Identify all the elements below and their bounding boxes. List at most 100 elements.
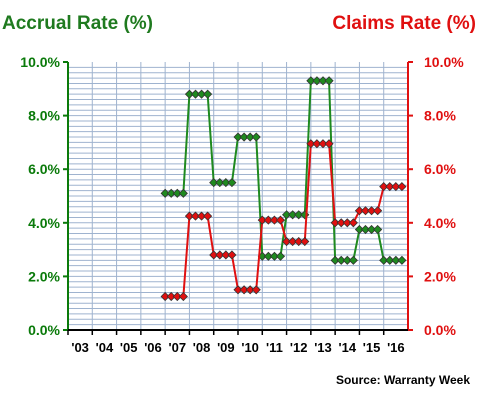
data-point-marker [391,255,401,265]
data-point-marker [342,255,352,265]
data-point-marker [397,182,407,192]
data-point-marker [190,89,201,99]
x-tick-label: '11 [266,340,283,355]
data-point-marker [215,250,225,260]
data-point-marker [197,89,207,99]
data-point-marker [306,139,316,149]
x-tick-label: '14 [339,340,357,355]
x-tick-label: '16 [387,340,405,355]
data-point-marker [227,178,237,188]
right-y-tick-label: 2.0% [424,268,456,284]
data-point-marker [227,250,237,260]
data-point-marker [367,224,377,235]
data-point-marker [269,215,279,225]
grid-lines [68,62,408,330]
data-point-marker [330,218,340,228]
data-point-marker [367,206,377,216]
data-point-marker [360,224,371,235]
right-y-tick-label: 10.0% [424,54,464,70]
data-point-marker [166,291,176,302]
data-point-marker [373,206,383,216]
left-y-tick-label: 10.0% [20,54,60,70]
data-point-marker [282,210,292,220]
data-point-marker [245,132,255,142]
data-point-marker [184,89,194,99]
x-tick-labels: '03 '04 '05 '06 '07 '08 '09 '10 '11 '12 '13 '14 '15 '… [67,330,405,355]
data-point-marker [197,211,207,221]
source-note: Source: Warranty Week [336,373,470,387]
series-layer [160,76,407,302]
data-point-marker [342,218,352,228]
x-tick-label: '10 [241,340,259,355]
data-point-marker [215,178,225,188]
data-point-marker [178,291,188,302]
x-tick-label: '09 [217,340,235,355]
data-point-marker [203,211,213,221]
data-point-marker [275,215,286,225]
left-y-tick-label: 2.0% [28,268,60,284]
data-point-marker [312,76,322,86]
data-point-marker [354,206,364,216]
data-point-marker [203,89,213,99]
x-tick-label: '15 [363,340,381,355]
right-y-tick-label: 8.0% [424,108,456,124]
right-axis-title: Claims Rate (%) [332,13,476,34]
data-point-marker [294,236,304,247]
claims-series [160,139,407,302]
x-tick-label: '05 [120,340,138,355]
data-point-marker [233,132,243,142]
data-point-marker [318,139,328,149]
data-point-marker [348,218,358,228]
data-point-marker [178,188,188,198]
data-point-marker [221,178,231,188]
data-point-marker [184,211,194,221]
x-tick-label: '08 [193,340,211,355]
data-point-marker [239,285,249,295]
left-axis-title: Accrual Rate (%) [2,13,153,34]
data-point-marker [288,210,298,220]
data-point-marker [379,255,389,265]
left-y-tick-label: 0.0% [28,322,60,338]
data-point-marker [233,285,243,295]
x-tick-label: '03 [71,340,89,355]
x-tick-label: '06 [144,340,162,355]
data-point-marker [190,211,201,221]
left-y-tick-labels: 0.0% 2.0% 4.0% 6.0% 8.0% 10.0% [20,54,68,338]
data-point-marker [385,182,395,192]
x-tick-label: '12 [290,340,308,355]
x-tick-label: '07 [169,340,187,355]
data-point-marker [336,255,346,265]
data-point-marker [318,76,328,86]
data-point-marker [397,255,407,265]
left-y-tick-label: 4.0% [28,215,60,231]
data-point-marker [209,250,219,260]
data-point-marker [379,182,389,192]
data-point-marker [385,255,395,265]
x-tick-label: '04 [96,340,114,355]
right-y-tick-label: 4.0% [424,215,456,231]
data-point-marker [391,182,401,192]
data-point-marker [239,132,249,142]
right-y-tick-label: 0.0% [424,322,456,338]
data-point-marker [306,76,316,86]
data-point-marker [251,285,261,295]
data-point-marker [360,206,371,216]
data-point-marker [282,236,292,247]
data-point-marker [166,188,176,198]
data-point-marker [312,139,322,149]
data-point-marker [348,255,358,265]
data-point-marker [324,76,334,86]
left-y-tick-label: 6.0% [28,161,60,177]
data-point-marker [251,132,261,142]
data-point-marker [257,215,267,225]
x-tick-label: '13 [314,340,332,355]
data-point-marker [294,210,304,220]
data-point-marker [324,139,334,149]
data-point-marker [221,250,231,260]
data-point-marker [373,224,383,235]
data-point-marker [300,236,310,247]
accrual-series [160,76,407,265]
data-point-marker [275,251,286,261]
data-point-marker [330,255,340,265]
